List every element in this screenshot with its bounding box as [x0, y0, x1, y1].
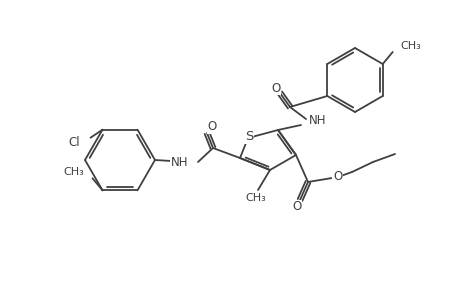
- Text: O: O: [207, 121, 216, 134]
- Text: S: S: [244, 130, 252, 143]
- Text: NH: NH: [308, 115, 326, 128]
- Text: O: O: [292, 200, 301, 214]
- Text: CH₃: CH₃: [64, 167, 84, 177]
- Text: NH: NH: [170, 157, 188, 169]
- Text: O: O: [271, 82, 280, 94]
- Text: O: O: [332, 170, 341, 184]
- Text: Cl: Cl: [69, 136, 80, 149]
- Text: CH₃: CH₃: [245, 193, 266, 203]
- Text: CH₃: CH₃: [400, 41, 420, 51]
